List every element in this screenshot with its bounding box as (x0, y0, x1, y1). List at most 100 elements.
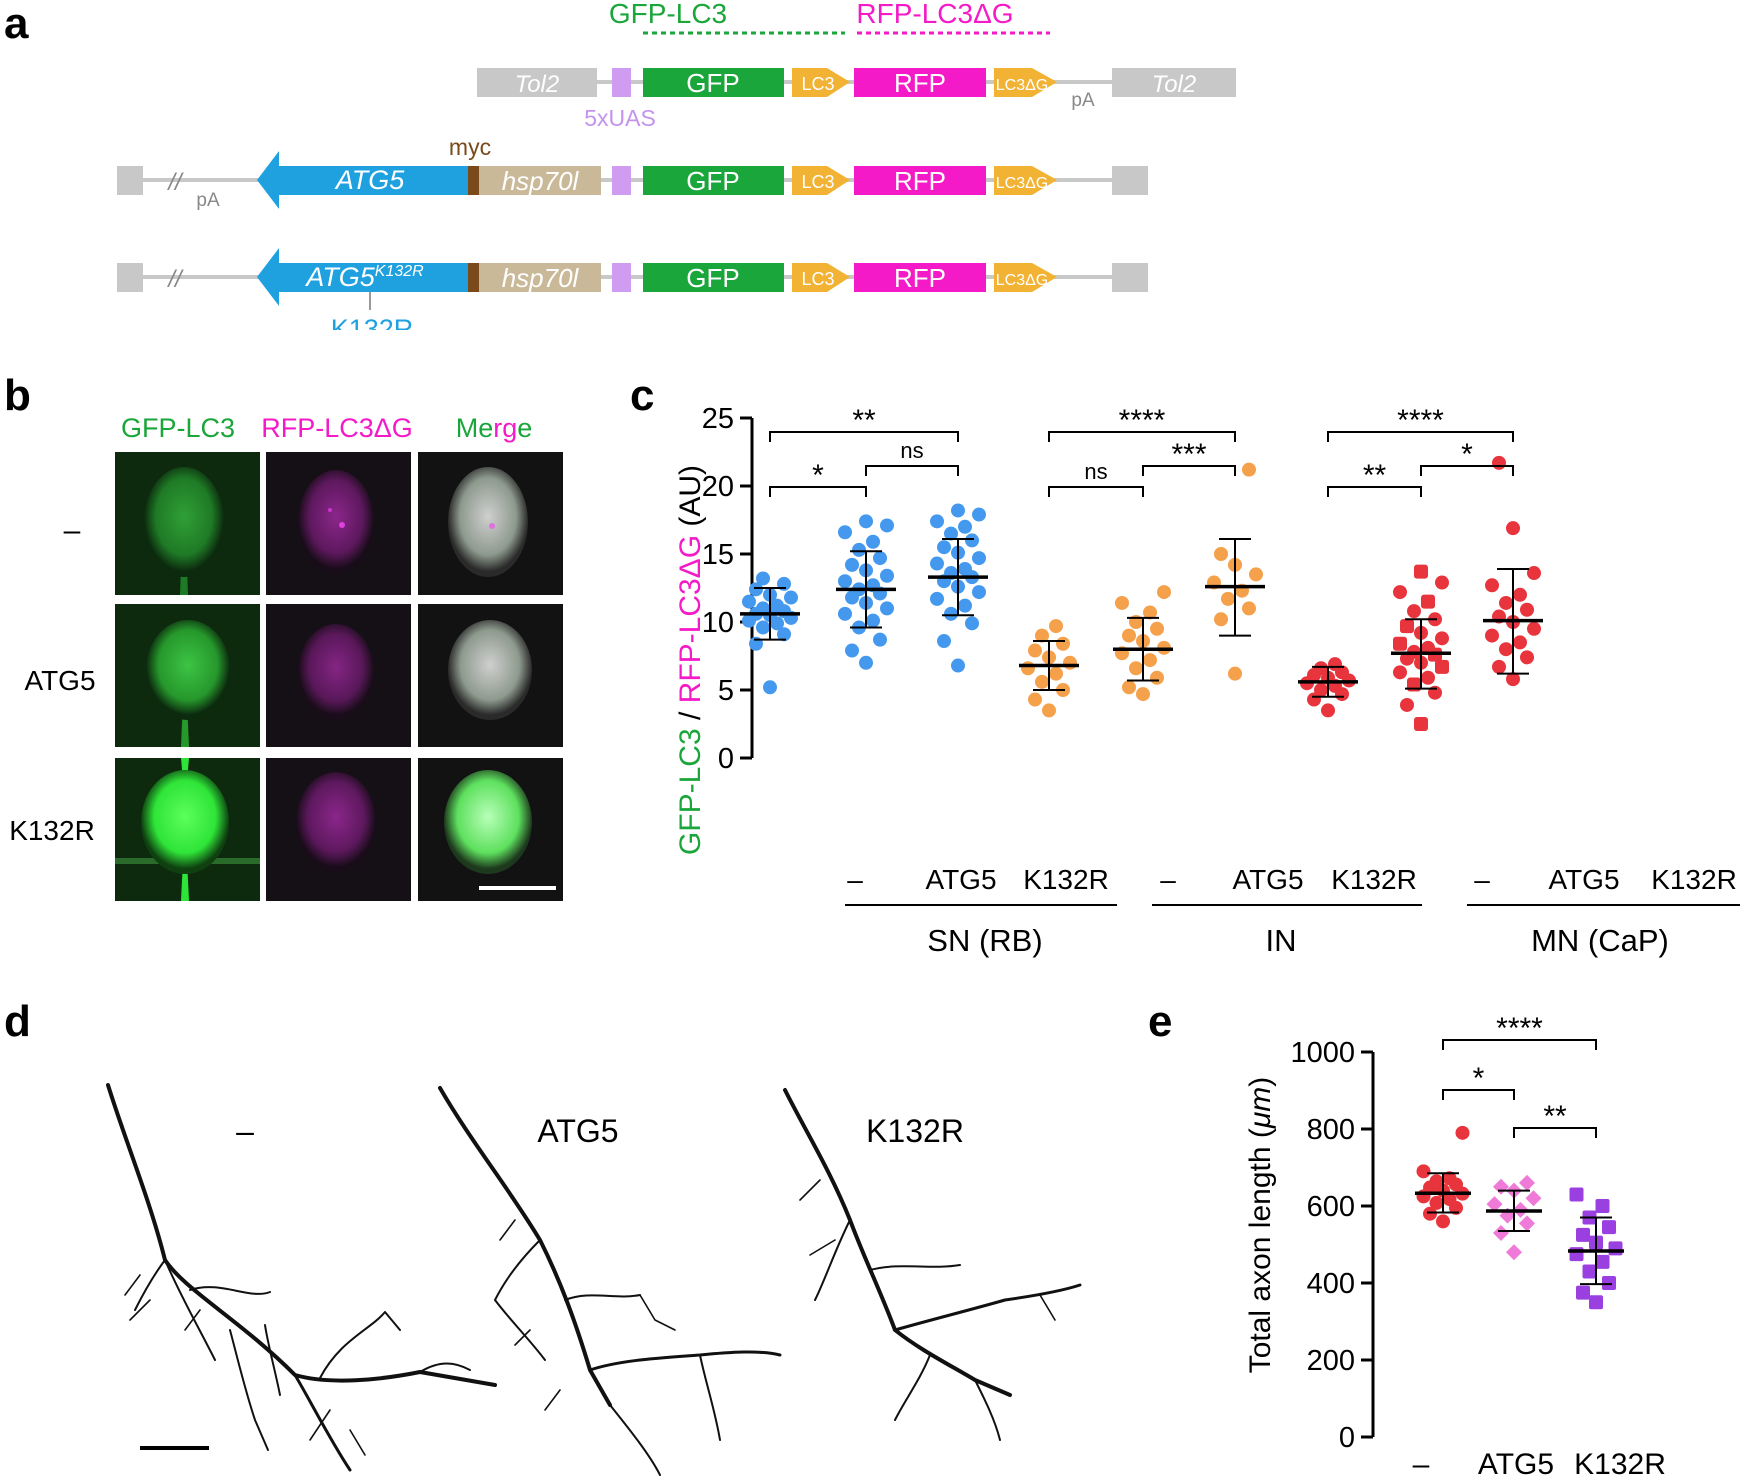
merge-letter: e (478, 413, 493, 443)
y-tick-label: 20 (702, 471, 734, 503)
y-tick-label: 15 (702, 539, 734, 571)
data-point (1021, 661, 1035, 676)
data-point (880, 568, 894, 583)
y-axis-label: Total axon length (μm) (1244, 1077, 1277, 1374)
data-point (1569, 1247, 1584, 1262)
significance-label: * (1473, 1062, 1485, 1095)
data-point (1421, 594, 1435, 609)
significance-label: *** (1171, 438, 1206, 471)
tol2-right-label: Tol2 (1152, 71, 1196, 98)
data-point (1249, 567, 1263, 582)
y-label-part-unit: (AU) (674, 465, 707, 535)
bracket (1142, 465, 1236, 476)
data-point (784, 590, 798, 605)
data-point (958, 561, 972, 576)
data-point (1493, 1224, 1509, 1241)
gfp-label: GFP (686, 166, 739, 196)
data-point (1115, 595, 1129, 610)
merge-letter: M (456, 413, 479, 443)
construct-row-1: Tol2 5xUAS GFP LC3 RFP LC3ΔG pA Tol2 (477, 68, 1236, 131)
lc3dg-label: LC3ΔG (996, 77, 1048, 94)
data-point (1150, 621, 1164, 636)
merge-letter: g (502, 413, 517, 443)
data-point (1527, 566, 1541, 581)
myc-tag (468, 263, 479, 292)
y-tick-label: 25 (702, 403, 734, 435)
y-label-part-magenta: RFP-LC3ΔG (674, 535, 707, 703)
x-group-label: SN (RB) (927, 923, 1042, 958)
pa-label: pA (1071, 90, 1095, 111)
tracing-label-control: – (236, 1113, 254, 1149)
data-point (1242, 601, 1256, 616)
lc3dg-arrow (994, 68, 1057, 97)
bracket (1513, 1127, 1597, 1138)
panel-d-axon-tracings: d – ATG5 K132R (4, 997, 1082, 1476)
data-point (951, 503, 965, 518)
x-category-label: ATG5 (925, 864, 996, 895)
x-category-label: ATG5 (1478, 1448, 1554, 1479)
y-tick-label: 600 (1307, 1191, 1355, 1223)
data-point (1221, 591, 1235, 606)
data-point (1423, 1206, 1437, 1221)
column-label-gfp-lc3: GFP-LC3 (121, 413, 235, 443)
x-category-label: – (1474, 864, 1490, 895)
data-point (838, 606, 852, 621)
data-point (838, 574, 852, 589)
rfp-box (854, 68, 986, 97)
data-point (1595, 1199, 1610, 1213)
significance-label: **** (1496, 1012, 1543, 1045)
bracket (1327, 431, 1514, 442)
significance-label: ns (900, 438, 923, 463)
significance-label: ** (1543, 1100, 1567, 1133)
panel-label-c: c (630, 371, 654, 420)
data-point (866, 534, 880, 549)
data-point (1486, 1196, 1503, 1213)
data-point (1056, 636, 1070, 651)
data-point (1499, 595, 1513, 610)
data-point (965, 533, 979, 548)
data-point (1143, 605, 1157, 620)
significance-label: * (1461, 438, 1473, 471)
data-point (1421, 670, 1435, 685)
data-point (1214, 612, 1228, 627)
data-point (1527, 621, 1541, 636)
end-block-right (1112, 166, 1148, 195)
data-point (1328, 657, 1342, 672)
break-mark: // (166, 266, 184, 293)
data-point (756, 620, 770, 635)
atg5-k132r-arrow (257, 248, 468, 306)
data-point (1435, 631, 1449, 646)
data-point (951, 658, 965, 673)
y-tick-label: 5 (718, 675, 734, 707)
row-label-control: – (64, 514, 81, 547)
lc3dg-arrow (994, 166, 1057, 195)
data-point (1400, 697, 1414, 712)
x-category-label: K132R (1023, 864, 1109, 895)
data-point (1393, 636, 1407, 651)
y-label-unit: μm (1244, 1087, 1277, 1129)
significance-label: **** (1397, 404, 1444, 437)
lc3-label: LC3 (801, 74, 834, 94)
data-point (1492, 659, 1506, 674)
tol2-left-label: Tol2 (515, 71, 559, 98)
data-point (937, 634, 951, 649)
lc3dg-label: LC3ΔG (996, 272, 1048, 289)
data-point (1608, 1241, 1623, 1256)
data-point (756, 571, 770, 586)
data-point (958, 598, 972, 613)
x-category-label: ATG5 (1548, 864, 1619, 895)
hsp70l-label: hsp70l (502, 166, 580, 196)
significance-label: **** (1119, 404, 1166, 437)
data-point (1576, 1227, 1590, 1242)
gfp-box (643, 263, 784, 292)
pa-label: pA (196, 190, 220, 211)
data-point (1228, 666, 1242, 681)
atg5-k132r-superscript: K132R (375, 263, 424, 280)
data-point (1028, 643, 1042, 658)
data-point (1122, 628, 1136, 643)
data-point (1414, 717, 1428, 731)
data-point (1455, 1125, 1470, 1140)
bracket (1048, 486, 1144, 497)
data-point (1525, 1190, 1542, 1207)
data-point (1035, 674, 1049, 689)
